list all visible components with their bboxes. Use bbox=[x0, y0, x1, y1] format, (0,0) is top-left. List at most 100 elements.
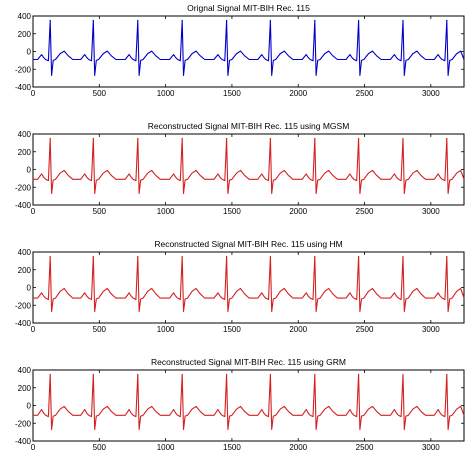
y-tick-label: -400 bbox=[15, 83, 32, 92]
x-tick-label: 0 bbox=[31, 325, 36, 334]
y-tick-label: 200 bbox=[18, 30, 32, 39]
r-peak-point bbox=[357, 373, 360, 376]
r-peak-point bbox=[49, 137, 51, 140]
chart-panel-4: Reconstructed Signal MIT-BIH Rec. 115 us… bbox=[15, 357, 465, 452]
ecg-signal-line bbox=[33, 373, 465, 431]
r-peak-point bbox=[314, 19, 316, 22]
r-peak-point bbox=[402, 373, 404, 376]
y-tick-label: 0 bbox=[27, 284, 32, 293]
y-tick-label: -200 bbox=[15, 65, 32, 74]
x-tick-label: 1500 bbox=[223, 207, 241, 216]
r-peak-point bbox=[137, 255, 139, 258]
x-tick-label: 1500 bbox=[223, 89, 241, 98]
y-tick-label: -400 bbox=[15, 319, 32, 328]
r-peak-point bbox=[226, 19, 228, 22]
r-peak-point bbox=[181, 255, 183, 258]
y-tick-label: -400 bbox=[15, 437, 32, 446]
chart-title: Reconstructed Signal MIT-BIH Rec. 115 us… bbox=[151, 357, 346, 367]
plot-area bbox=[32, 133, 465, 206]
x-tick-label: 2000 bbox=[289, 207, 307, 216]
r-peak-point bbox=[402, 19, 404, 22]
x-tick-label: 3000 bbox=[422, 325, 440, 334]
x-tick-label: 500 bbox=[93, 207, 107, 216]
x-tick-label: 1500 bbox=[223, 443, 241, 452]
r-peak-point bbox=[314, 137, 316, 140]
x-tick-label: 0 bbox=[31, 207, 36, 216]
r-peak-point bbox=[357, 137, 360, 140]
r-peak-point bbox=[269, 373, 271, 376]
y-tick-label: 0 bbox=[27, 166, 32, 175]
r-peak-point bbox=[49, 255, 51, 258]
x-tick-label: 1000 bbox=[157, 207, 175, 216]
r-peak-point bbox=[49, 19, 51, 22]
r-peak-point bbox=[49, 373, 51, 376]
r-peak-point bbox=[92, 19, 94, 22]
r-peak-point bbox=[446, 373, 448, 376]
r-peak-point bbox=[137, 19, 139, 22]
y-tick-label: 200 bbox=[18, 266, 32, 275]
chart-title: Orignal Signal MIT-BIH Rec. 115 bbox=[187, 3, 310, 13]
x-tick-label: 2500 bbox=[356, 325, 374, 334]
r-peak-point bbox=[446, 255, 448, 258]
x-tick-label: 2500 bbox=[356, 207, 374, 216]
r-peak-point bbox=[269, 255, 271, 258]
x-tick-label: 0 bbox=[31, 443, 36, 452]
y-tick-label: 200 bbox=[18, 148, 32, 157]
x-tick-label: 2000 bbox=[289, 443, 307, 452]
r-peak-point bbox=[269, 19, 271, 22]
ecg-signal-line bbox=[33, 19, 465, 77]
r-peak-point bbox=[92, 373, 94, 376]
r-peak-point bbox=[137, 373, 139, 376]
y-tick-label: 0 bbox=[27, 48, 32, 57]
ecg-signal-line bbox=[33, 137, 465, 195]
r-peak-point bbox=[181, 373, 183, 376]
y-tick-label: 400 bbox=[18, 248, 32, 257]
x-tick-label: 3000 bbox=[422, 89, 440, 98]
x-tick-label: 500 bbox=[93, 443, 107, 452]
x-tick-label: 1000 bbox=[157, 325, 175, 334]
r-peak-point bbox=[181, 19, 183, 22]
chart-panel-3: Reconstructed Signal MIT-BIH Rec. 115 us… bbox=[15, 239, 465, 334]
r-peak-point bbox=[314, 373, 316, 376]
r-peak-point bbox=[226, 373, 228, 376]
y-tick-label: -200 bbox=[15, 301, 32, 310]
plot-area bbox=[32, 369, 465, 442]
x-tick-label: 1000 bbox=[157, 89, 175, 98]
r-peak-point bbox=[402, 137, 404, 140]
ecg-signal-line bbox=[33, 255, 465, 313]
chart-title: Reconstructed Signal MIT-BIH Rec. 115 us… bbox=[154, 239, 342, 249]
r-peak-point bbox=[446, 19, 448, 22]
r-peak-point bbox=[269, 137, 271, 140]
x-tick-label: 2500 bbox=[356, 443, 374, 452]
chart-panel-2: Reconstructed Signal MIT-BIH Rec. 115 us… bbox=[15, 121, 465, 216]
r-peak-point bbox=[226, 255, 228, 258]
x-tick-label: 1000 bbox=[157, 443, 175, 452]
r-peak-point bbox=[92, 255, 94, 258]
x-tick-label: 0 bbox=[31, 89, 36, 98]
x-tick-label: 1500 bbox=[223, 325, 241, 334]
y-tick-label: -400 bbox=[15, 201, 32, 210]
x-tick-label: 2000 bbox=[289, 325, 307, 334]
y-tick-label: 400 bbox=[18, 130, 32, 139]
plot-area bbox=[32, 15, 465, 88]
r-peak-point bbox=[357, 255, 360, 258]
x-tick-label: 3000 bbox=[422, 207, 440, 216]
y-tick-label: 200 bbox=[18, 384, 32, 393]
y-tick-label: 400 bbox=[18, 366, 32, 375]
r-peak-point bbox=[226, 137, 228, 140]
chart-panel-1: Orignal Signal MIT-BIH Rec. 115 0 500 1000 1… bbox=[15, 3, 465, 98]
y-tick-label: 0 bbox=[27, 402, 32, 411]
y-tick-label: 400 bbox=[18, 12, 32, 21]
x-tick-label: 2000 bbox=[289, 89, 307, 98]
plot-area bbox=[32, 251, 465, 324]
r-peak-point bbox=[402, 255, 404, 258]
r-peak-point bbox=[92, 137, 94, 140]
y-tick-label: -200 bbox=[15, 183, 32, 192]
x-tick-label: 500 bbox=[93, 325, 107, 334]
x-tick-label: 500 bbox=[93, 89, 107, 98]
r-peak-point bbox=[357, 19, 360, 22]
r-peak-point bbox=[446, 137, 448, 140]
y-tick-label: -200 bbox=[15, 419, 32, 428]
chart-title: Reconstructed Signal MIT-BIH Rec. 115 us… bbox=[148, 121, 350, 131]
